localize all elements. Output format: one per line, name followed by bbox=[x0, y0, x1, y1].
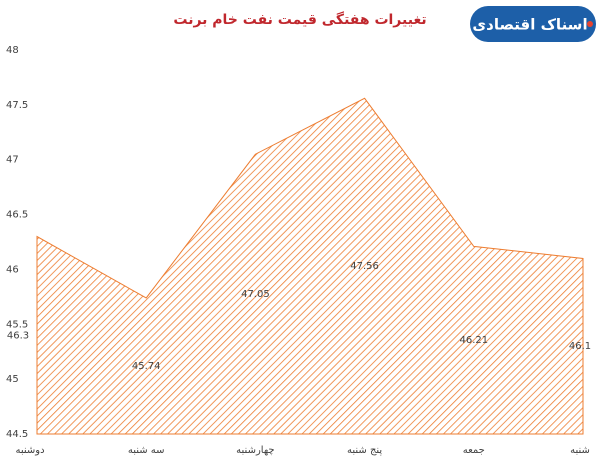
x-tick-label: سه شنبه bbox=[128, 445, 165, 456]
y-tick-label: 46 bbox=[6, 264, 19, 275]
y-tick-label: 44.5 bbox=[6, 429, 28, 440]
y-tick-label: 45.5 bbox=[6, 319, 28, 330]
y-tick-label: 47.5 bbox=[6, 100, 28, 111]
data-label: 46.1 bbox=[569, 341, 591, 352]
x-tick-label: چهارشنبه bbox=[236, 445, 274, 456]
data-label: 47.56 bbox=[350, 261, 379, 272]
y-tick-label: 45 bbox=[6, 374, 19, 385]
y-tick-label: 48 bbox=[6, 45, 19, 56]
chart-title: تغییرات هفتگی قیمت نفت خام برنت bbox=[173, 11, 426, 28]
logo: اسناک اقتصادی bbox=[470, 6, 596, 42]
x-tick-label: دوشنبه bbox=[15, 445, 44, 456]
logo-text: اسناک اقتصادی bbox=[472, 16, 587, 34]
logo-badge bbox=[470, 6, 596, 42]
data-label: 46.21 bbox=[459, 335, 488, 346]
y-tick-label: 47 bbox=[6, 155, 19, 166]
data-label: 46.3 bbox=[7, 330, 29, 341]
x-tick-label: شنبه bbox=[570, 445, 590, 456]
data-label: 47.05 bbox=[241, 289, 270, 300]
logo-dot bbox=[587, 21, 593, 27]
data-label: 45.74 bbox=[132, 361, 161, 372]
y-tick-label: 46.5 bbox=[6, 210, 28, 221]
x-tick-label: پنج شنبه bbox=[347, 445, 382, 456]
area bbox=[36, 97, 584, 435]
x-tick-label: جمعه bbox=[463, 445, 485, 456]
